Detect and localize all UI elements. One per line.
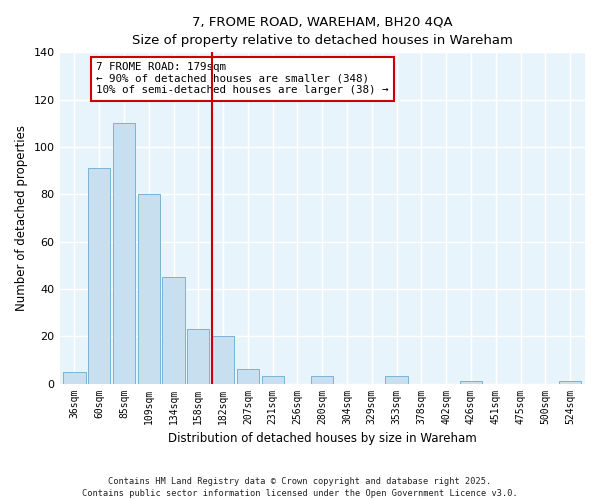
Bar — [559, 381, 581, 384]
Bar — [460, 381, 482, 384]
Bar — [113, 124, 135, 384]
Bar — [187, 329, 209, 384]
Text: 7 FROME ROAD: 179sqm
← 90% of detached houses are smaller (348)
10% of semi-deta: 7 FROME ROAD: 179sqm ← 90% of detached h… — [97, 62, 389, 96]
Y-axis label: Number of detached properties: Number of detached properties — [15, 125, 28, 311]
Bar — [163, 277, 185, 384]
Bar — [212, 336, 234, 384]
Bar — [237, 370, 259, 384]
Title: 7, FROME ROAD, WAREHAM, BH20 4QA
Size of property relative to detached houses in: 7, FROME ROAD, WAREHAM, BH20 4QA Size of… — [132, 15, 513, 47]
Bar — [137, 194, 160, 384]
Bar — [63, 372, 86, 384]
Bar — [88, 168, 110, 384]
Bar — [385, 376, 408, 384]
X-axis label: Distribution of detached houses by size in Wareham: Distribution of detached houses by size … — [168, 432, 476, 445]
Bar — [311, 376, 334, 384]
Bar — [262, 376, 284, 384]
Text: Contains HM Land Registry data © Crown copyright and database right 2025.
Contai: Contains HM Land Registry data © Crown c… — [82, 476, 518, 498]
